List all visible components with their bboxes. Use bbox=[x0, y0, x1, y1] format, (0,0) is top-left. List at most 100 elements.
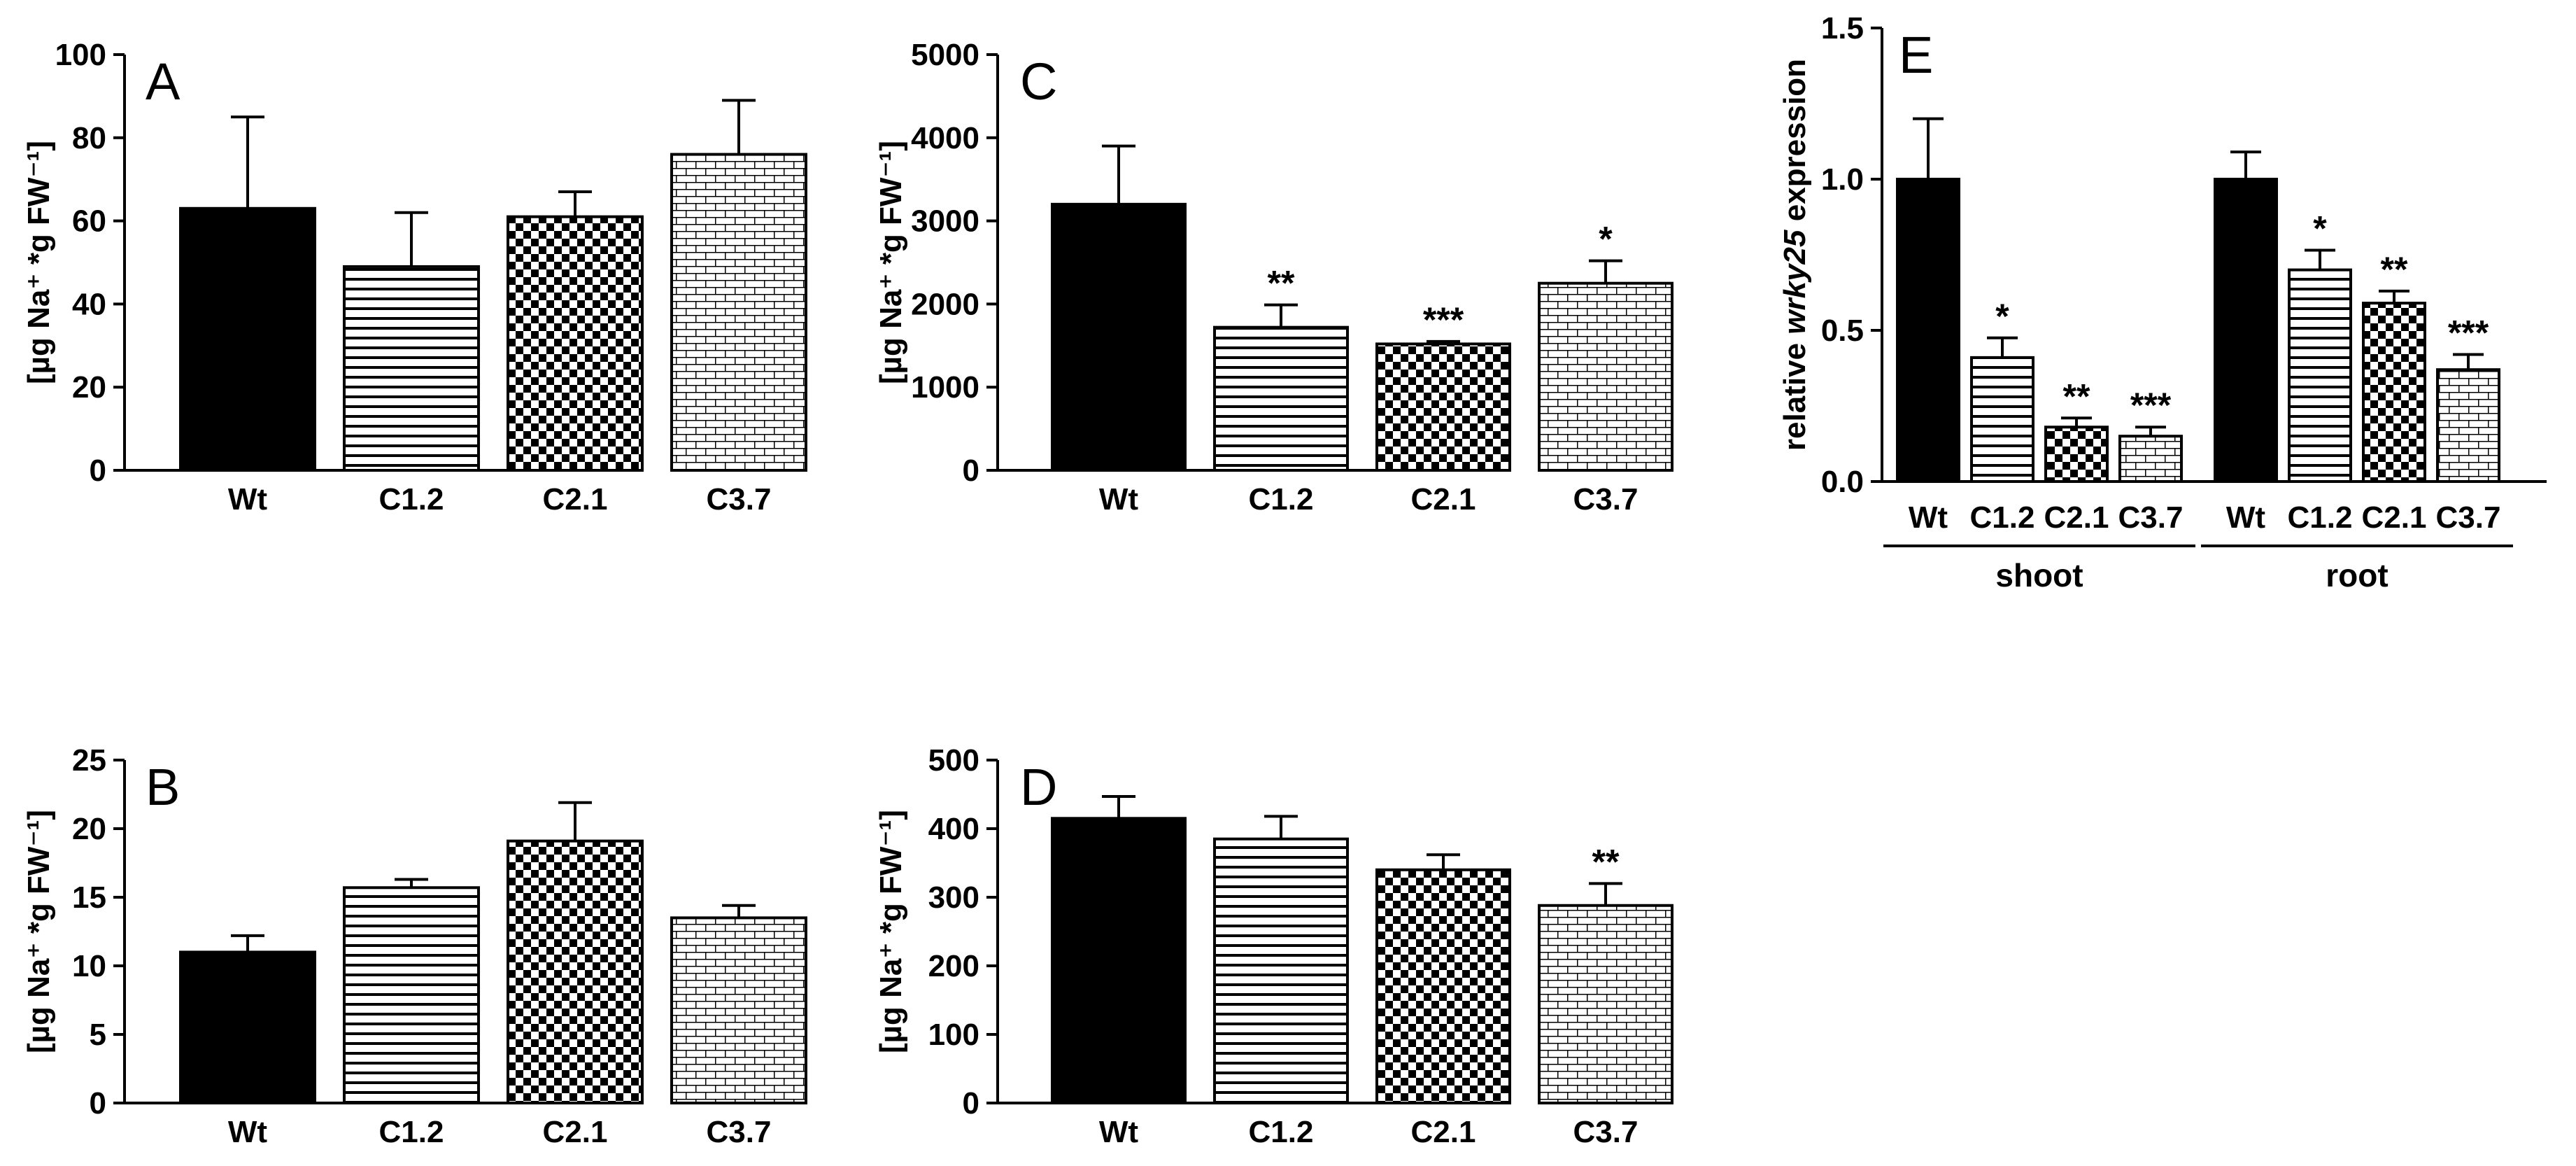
category-label-d: C1.2 bbox=[1249, 1115, 1314, 1149]
bar-b-c37 bbox=[670, 916, 807, 1105]
y-tick-label-b: 15 bbox=[72, 880, 106, 915]
y-axis-label-b: [µg Na⁺ *g FW⁻¹] bbox=[22, 810, 56, 1053]
category-label-e: C3.7 bbox=[2436, 500, 2501, 535]
category-label-e: C3.7 bbox=[2118, 500, 2184, 535]
bar-e-root-c12 bbox=[2288, 268, 2352, 483]
significance-e: *** bbox=[2130, 386, 2172, 425]
y-axis-label-suffix: expression bbox=[1778, 59, 1812, 230]
y-tick-label-c: 2000 bbox=[911, 287, 979, 321]
significance-c: *** bbox=[1423, 300, 1464, 339]
bar-e-shoot-c12 bbox=[1970, 356, 2034, 483]
category-label-b: C2.1 bbox=[543, 1115, 608, 1149]
y-tick-label-b: 25 bbox=[72, 743, 106, 778]
category-label-b: C1.2 bbox=[379, 1115, 444, 1149]
category-label-e: Wt bbox=[2226, 500, 2266, 535]
y-axis-label-a: [µg Na⁺ *g FW⁻¹] bbox=[22, 141, 56, 384]
y-tick-label-e: 1.0 bbox=[1821, 162, 1864, 197]
significance-e: * bbox=[2313, 209, 2327, 248]
y-tick-label-b: 5 bbox=[90, 1018, 106, 1052]
bar-e-root-c37 bbox=[2436, 368, 2500, 483]
y-axis-label-e: relative wrky25 expression bbox=[1778, 59, 1812, 451]
bar-c-c12 bbox=[1213, 325, 1349, 472]
bar-d-c12 bbox=[1213, 837, 1349, 1104]
bar-c-wt bbox=[1051, 202, 1187, 472]
bar-b-wt bbox=[179, 950, 316, 1105]
significance-d: ** bbox=[1592, 842, 1620, 881]
category-label-a: C2.1 bbox=[543, 482, 608, 517]
y-axis-label-d: [µg Na⁺ *g FW⁻¹] bbox=[874, 810, 908, 1053]
category-label-b: Wt bbox=[228, 1115, 268, 1149]
y-tick-label-b: 0 bbox=[90, 1086, 106, 1121]
bar-c-c21 bbox=[1375, 342, 1511, 472]
category-label-a: Wt bbox=[228, 482, 268, 517]
y-tick-label-b: 20 bbox=[72, 812, 106, 846]
y-tick-label-d: 100 bbox=[928, 1018, 979, 1052]
bar-e-shoot-wt bbox=[1896, 178, 1960, 483]
category-label-e: C1.2 bbox=[2288, 500, 2353, 535]
bar-b-c12 bbox=[343, 886, 480, 1105]
bar-e-shoot-c21 bbox=[2044, 426, 2109, 483]
y-axis-label-c: [µg Na⁺ *g FW⁻¹] bbox=[874, 141, 908, 384]
panel-label-e: E bbox=[1899, 26, 1933, 84]
category-label-c: C1.2 bbox=[1249, 482, 1314, 517]
y-tick-label-e: 1.5 bbox=[1821, 11, 1864, 45]
category-label-b: C3.7 bbox=[707, 1115, 772, 1149]
y-tick-label-a: 100 bbox=[55, 38, 106, 72]
group-label-root: root bbox=[2326, 557, 2388, 593]
y-tick-label-a: 80 bbox=[72, 121, 106, 155]
category-label-c: C2.1 bbox=[1411, 482, 1476, 517]
category-label-e: C1.2 bbox=[1970, 500, 2035, 535]
y-tick-label-c: 4000 bbox=[911, 121, 979, 155]
category-label-d: Wt bbox=[1099, 1115, 1139, 1149]
y-tick-label-a: 60 bbox=[72, 204, 106, 239]
category-label-e: C2.1 bbox=[2044, 500, 2109, 535]
y-tick-label-c: 3000 bbox=[911, 204, 979, 239]
bar-a-c12 bbox=[343, 265, 480, 472]
y-tick-label-c: 0 bbox=[963, 454, 979, 488]
bar-e-root-wt bbox=[2214, 178, 2278, 483]
y-tick-label-d: 200 bbox=[928, 949, 979, 983]
bar-a-c37 bbox=[670, 153, 807, 472]
y-axis-label-prefix: relative bbox=[1778, 335, 1812, 451]
bar-d-c21 bbox=[1375, 868, 1511, 1105]
y-tick-label-d: 300 bbox=[928, 880, 979, 915]
y-tick-label-a: 40 bbox=[72, 287, 106, 321]
significance-c: ** bbox=[1268, 264, 1295, 303]
bar-a-wt bbox=[179, 206, 316, 472]
bar-d-c37 bbox=[1538, 904, 1673, 1104]
y-tick-label-e: 0.5 bbox=[1821, 314, 1864, 348]
category-label-c: C3.7 bbox=[1573, 482, 1639, 517]
bar-e-shoot-c37 bbox=[2118, 435, 2183, 484]
y-tick-label-d: 400 bbox=[928, 812, 979, 846]
category-label-d: C3.7 bbox=[1573, 1115, 1639, 1149]
bar-b-c21 bbox=[507, 839, 644, 1104]
y-tick-label-c: 5000 bbox=[911, 38, 979, 72]
bar-e-root-c21 bbox=[2362, 302, 2426, 483]
category-label-a: C1.2 bbox=[379, 482, 444, 517]
y-tick-label-e: 0.0 bbox=[1821, 465, 1864, 499]
panel-label-a: A bbox=[146, 52, 181, 111]
y-tick-label-d: 500 bbox=[928, 743, 979, 778]
category-label-e: Wt bbox=[1909, 500, 1948, 535]
category-label-d: C2.1 bbox=[1411, 1115, 1476, 1149]
significance-e: *** bbox=[2448, 314, 2489, 353]
significance-c: * bbox=[1599, 220, 1613, 259]
panel-label-b: B bbox=[146, 758, 180, 816]
y-axis-label-gene: wrky25 bbox=[1778, 230, 1812, 335]
y-tick-label-d: 0 bbox=[963, 1086, 979, 1121]
category-label-a: C3.7 bbox=[707, 482, 772, 517]
bar-a-c21 bbox=[507, 215, 644, 472]
significance-e: ** bbox=[2381, 250, 2408, 289]
bar-c-c37 bbox=[1538, 281, 1673, 472]
y-tick-label-a: 20 bbox=[72, 370, 106, 405]
panel-label-d: D bbox=[1020, 758, 1057, 816]
group-label-shoot: shoot bbox=[1995, 557, 2083, 593]
significance-e: * bbox=[1995, 297, 2009, 336]
category-label-c: Wt bbox=[1099, 482, 1139, 517]
y-tick-label-b: 10 bbox=[72, 949, 106, 983]
category-label-e: C2.1 bbox=[2362, 500, 2427, 535]
y-tick-label-a: 0 bbox=[90, 454, 106, 488]
bar-d-wt bbox=[1051, 817, 1187, 1105]
